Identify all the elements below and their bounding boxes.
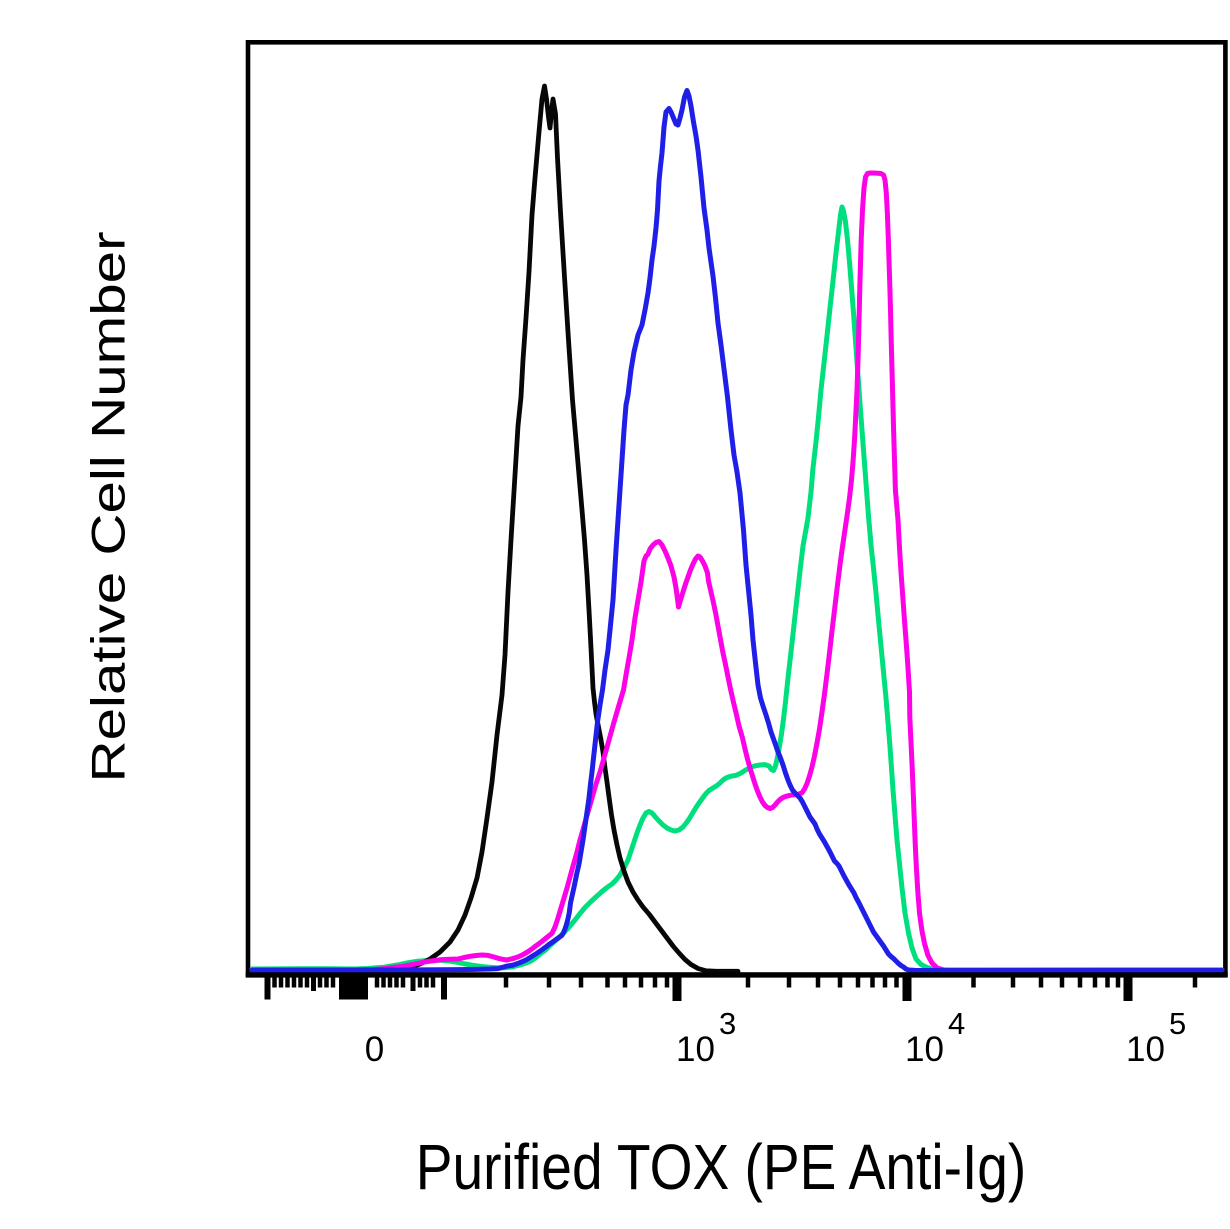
svg-text:Relative Cell Number: Relative Cell Number	[83, 231, 136, 782]
svg-text:0: 0	[365, 1030, 384, 1069]
svg-text:Purified TOX (PE Anti-Ig): Purified TOX (PE Anti-Ig)	[416, 1131, 1027, 1203]
